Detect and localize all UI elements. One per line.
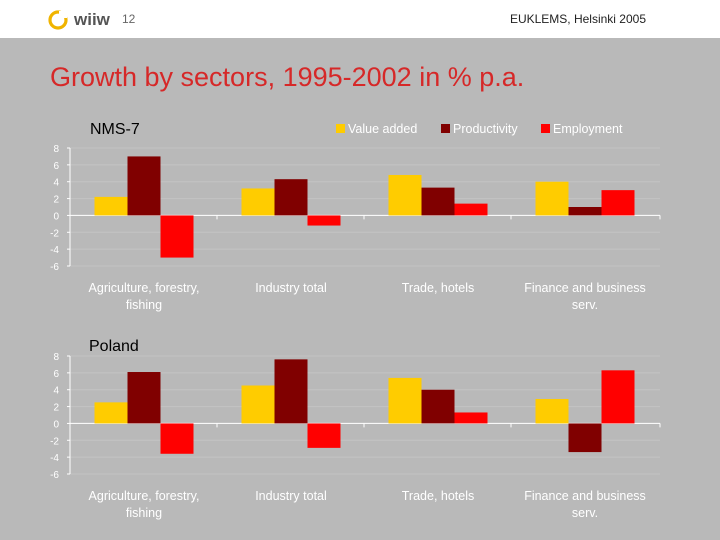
- bar-employment: [160, 215, 194, 258]
- bar-value-added: [388, 377, 422, 424]
- legend-swatch: [541, 124, 550, 133]
- category-label: Trade, hotels: [402, 489, 475, 503]
- y-tick-label: 8: [53, 352, 59, 363]
- bar-value-added: [388, 174, 422, 216]
- y-tick-label: 0: [53, 419, 59, 430]
- bar-productivity: [568, 423, 602, 453]
- y-tick-label: 6: [53, 369, 59, 380]
- bar-productivity: [568, 207, 602, 216]
- bar-productivity: [127, 156, 161, 216]
- category-label: Agriculture, forestry,: [89, 281, 200, 295]
- y-tick-label: -4: [50, 453, 59, 464]
- bar-productivity: [274, 359, 308, 424]
- wiiw-logo-icon: [48, 10, 68, 30]
- chart-title: Poland: [89, 338, 139, 355]
- y-tick-label: -2: [50, 436, 59, 447]
- y-tick-label: 8: [53, 144, 59, 155]
- legend-label: Employment: [553, 122, 623, 136]
- category-label: serv.: [572, 506, 598, 520]
- category-label: Finance and business: [524, 489, 646, 503]
- logo-text: wiiw: [74, 10, 110, 29]
- category-label: fishing: [126, 506, 162, 520]
- legend-swatch: [336, 124, 345, 133]
- category-label: Finance and business: [524, 281, 646, 295]
- legend-label: Productivity: [453, 122, 518, 136]
- bar-employment: [307, 215, 341, 226]
- category-label: fishing: [126, 298, 162, 312]
- bar-value-added: [94, 196, 128, 216]
- y-tick-label: -6: [50, 262, 59, 273]
- bar-productivity: [274, 179, 308, 216]
- category-label: Industry total: [255, 489, 327, 503]
- event-label: EUKLEMS, Helsinki 2005: [509, 12, 646, 26]
- category-label: Industry total: [255, 281, 327, 295]
- legend-swatch: [441, 124, 450, 133]
- bar-employment: [601, 370, 635, 424]
- y-tick-label: 6: [53, 161, 59, 172]
- bar-value-added: [241, 188, 275, 216]
- slide-header: wiiw 12 EUKLEMS, Helsinki 2005: [0, 0, 720, 38]
- bar-employment: [454, 203, 488, 216]
- bar-employment: [307, 423, 341, 448]
- bar-productivity: [421, 389, 455, 424]
- y-tick-label: 4: [53, 386, 59, 397]
- category-label: Trade, hotels: [402, 281, 475, 295]
- y-tick-label: 2: [53, 403, 59, 414]
- bar-employment: [160, 423, 194, 454]
- slide-title: Growth by sectors, 1995-2002 in % p.a.: [50, 62, 525, 92]
- bar-value-added: [535, 398, 569, 424]
- bar-value-added: [241, 385, 275, 424]
- slide-content-panel: [0, 38, 720, 540]
- bar-value-added: [94, 402, 128, 424]
- bar-employment: [601, 190, 635, 216]
- bar-productivity: [127, 372, 161, 424]
- wiiw-logo: wiiw: [48, 8, 110, 32]
- page-number: 12: [122, 12, 136, 26]
- legend-label: Value added: [348, 122, 417, 136]
- y-tick-label: 2: [53, 195, 59, 206]
- y-tick-label: -4: [50, 245, 59, 256]
- y-tick-label: -6: [50, 470, 59, 481]
- y-tick-label: 4: [53, 178, 59, 189]
- category-label: serv.: [572, 298, 598, 312]
- chart-title: NMS-7: [90, 121, 140, 138]
- category-label: Agriculture, forestry,: [89, 489, 200, 503]
- y-tick-label: 0: [53, 211, 59, 222]
- bar-productivity: [421, 187, 455, 216]
- bar-value-added: [535, 181, 569, 216]
- y-tick-label: -2: [50, 228, 59, 239]
- bar-employment: [454, 412, 488, 424]
